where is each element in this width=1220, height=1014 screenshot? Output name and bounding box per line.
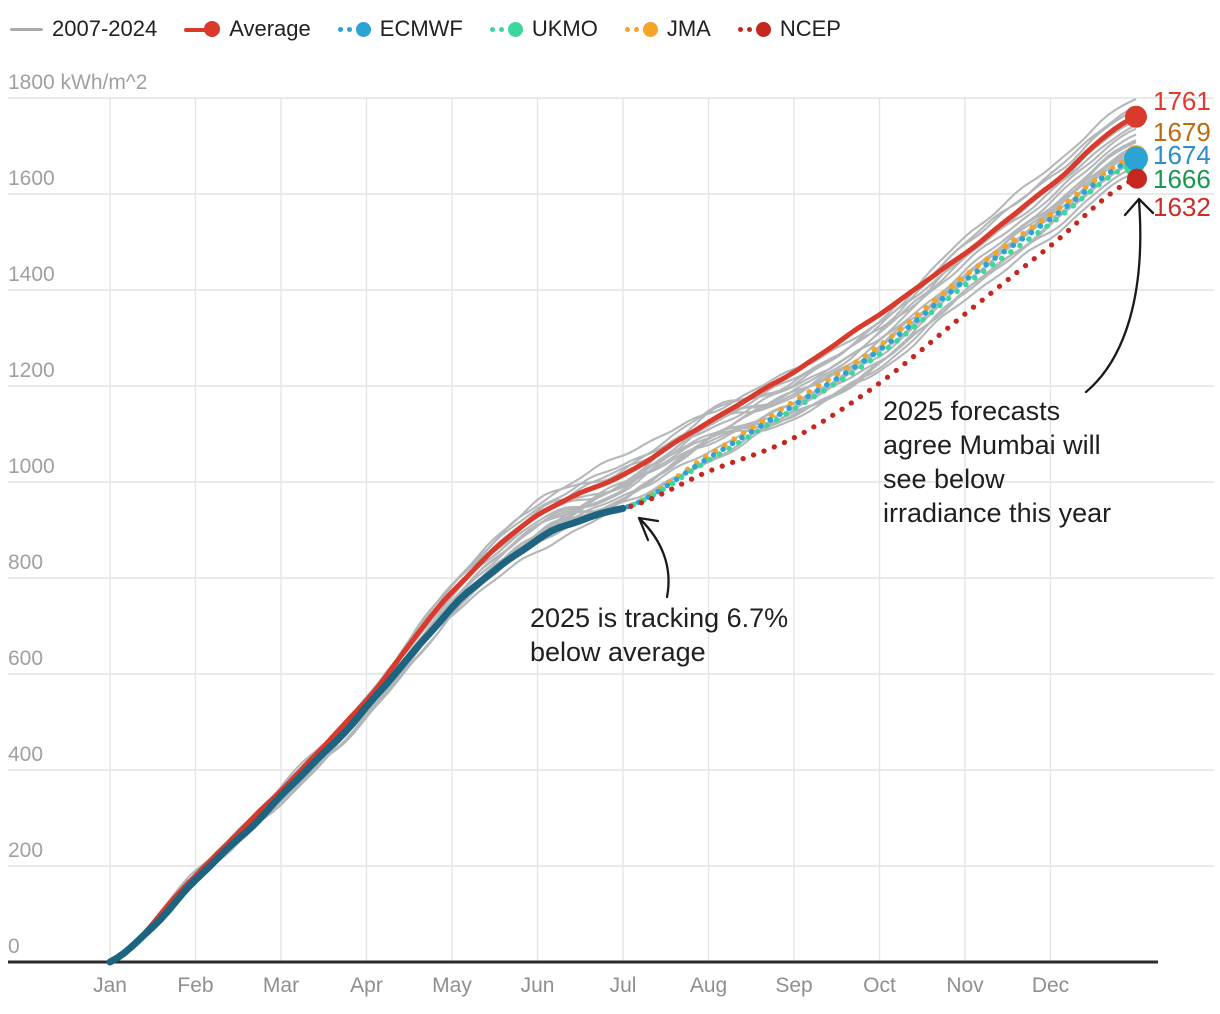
x-tick-aug: Aug [689,974,728,997]
chart-legend: 2007-2024 Average ECMWF UKMO JMA NCEP [10,16,841,42]
x-tick-jun: Jun [520,974,555,997]
arrow-to-forecast-dots [1084,199,1142,394]
x-tick-mar: Mar [262,974,300,997]
legend-marker-icon [624,21,658,37]
y-tick-1600: 1600 [8,167,55,190]
end-label-1632: 1632 [1153,192,1211,222]
legend-label: Average [229,16,311,41]
x-tick-dec: Dec [1031,974,1070,997]
legend-marker-icon [10,27,43,31]
x-tick-may: May [432,974,472,997]
legend-label: UKMO [531,16,598,41]
legend-label: 2007-2024 [52,16,158,41]
end-dot-ncep [1127,168,1147,189]
annotation-forecasts-below: 2025 forecasts agree Mumbai will see bel… [883,396,1112,528]
legend-marker-icon [184,21,221,37]
x-tick-feb: Feb [177,974,214,997]
y-tick-200: 200 [8,839,44,862]
arrowhead-forecast [1123,197,1155,217]
annotation-tracking-below-average: 2025 is tracking 6.7% below average [530,603,789,667]
legend-marker-icon [737,21,771,37]
end-label-1761: 1761 [1153,86,1211,116]
forecast-line-ecmwf [620,155,1139,512]
y-tick-top-unit: 1800 kWh/m^2 [8,71,148,94]
y-tick-1200: 1200 [8,359,55,382]
legend-item-average[interactable]: Average [184,16,311,42]
y-tick-1400: 1400 [8,263,55,286]
legend-item-2007-2024[interactable]: 2007-2024 [10,16,157,42]
legend-marker-icon [337,21,371,37]
x-tick-nov: Nov [946,974,984,997]
end-label-1679: 1679 [1153,117,1211,147]
y-tick-400: 400 [8,743,44,766]
forecast-line-ncep [620,176,1139,511]
arrow-to-2025-line [639,518,670,599]
end-dot-ecmwf [1124,146,1148,171]
y-tick-600: 600 [8,647,44,670]
legend-marker-icon [489,21,523,37]
end-dot-average [1125,105,1147,128]
legend-item-ecmwf[interactable]: ECMWF [337,16,463,42]
line-2025-actual [106,504,627,966]
x-tick-jan: Jan [93,974,127,997]
legend-item-ukmo[interactable]: UKMO [489,16,598,42]
legend-item-jma[interactable]: JMA [624,16,711,42]
arrowhead-2025 [637,516,660,542]
end-label-1666: 1666 [1153,164,1211,194]
x-tick-sep: Sep [775,974,813,997]
legend-label: NCEP [779,16,841,41]
x-tick-oct: Oct [863,974,896,997]
legend-label: ECMWF [379,16,463,41]
forecast-line-ukmo [620,159,1139,512]
x-tick-apr: Apr [350,974,383,997]
x-tick-jul: Jul [609,974,637,997]
legend-item-ncep[interactable]: NCEP [737,16,841,42]
y-tick-1000: 1000 [8,455,55,478]
y-tick-0: 0 [8,935,20,958]
y-tick-800: 800 [8,551,44,574]
legend-label: JMA [666,16,711,41]
forecast-line-jma [620,153,1139,512]
historical-line [109,166,1137,963]
end-label-1674: 1674 [1153,140,1211,170]
